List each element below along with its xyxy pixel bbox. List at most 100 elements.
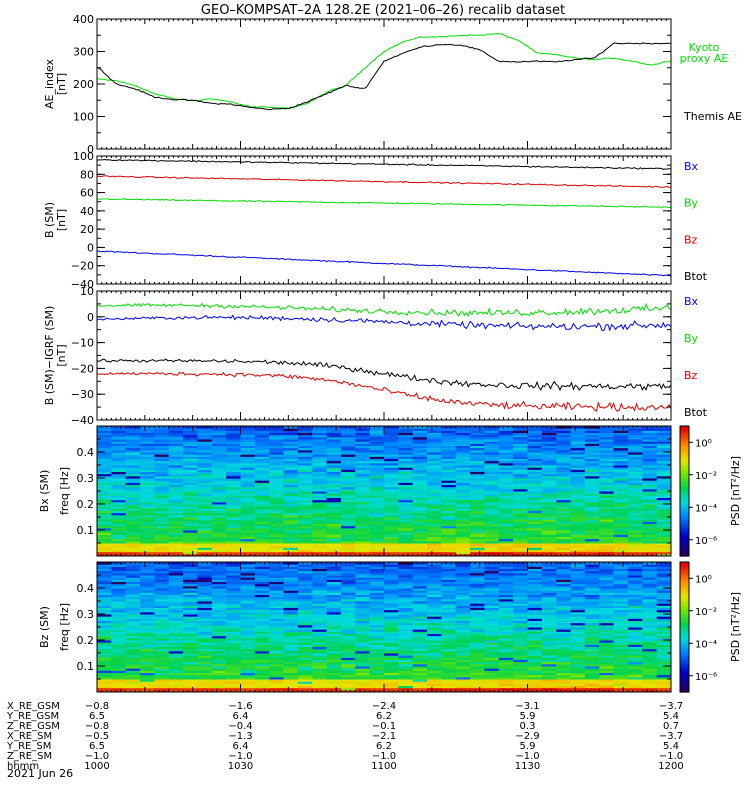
spectrogram-cell bbox=[140, 631, 155, 634]
spectrogram-cell bbox=[197, 581, 213, 585]
spectrogram-cell bbox=[240, 635, 256, 639]
spectrogram-cell bbox=[240, 432, 256, 436]
spectrogram-cell bbox=[369, 679, 385, 682]
series-line-bx bbox=[96, 250, 672, 277]
spectrogram-cell bbox=[111, 495, 127, 498]
spectrogram-cell bbox=[656, 523, 672, 527]
spectrogram-cell bbox=[183, 655, 198, 658]
spectrogram-cell bbox=[183, 510, 198, 514]
spectrogram-cell bbox=[398, 530, 414, 533]
spectrogram-cell bbox=[556, 497, 572, 501]
spectrogram-cell bbox=[599, 532, 615, 535]
spectrogram-cell bbox=[340, 506, 356, 509]
spectrogram-cell bbox=[283, 530, 299, 533]
spectrogram-cell bbox=[312, 609, 328, 613]
spectrogram-cell bbox=[384, 644, 399, 647]
spectrogram-cell bbox=[111, 568, 127, 572]
spectrogram-cell bbox=[584, 439, 600, 442]
spectrogram-cell bbox=[441, 519, 457, 522]
spectrogram-cell bbox=[140, 640, 155, 643]
spectrogram-cell bbox=[326, 452, 342, 455]
spectrogram-cell bbox=[326, 462, 342, 466]
spectrogram-cell bbox=[97, 668, 112, 671]
spectrogram-cell bbox=[168, 441, 184, 444]
colorbar-cell bbox=[680, 513, 689, 516]
spectrogram-cell bbox=[369, 687, 385, 691]
spectrogram-cell bbox=[312, 482, 328, 485]
spectrogram-cell bbox=[240, 426, 256, 429]
spectrogram-cell bbox=[398, 471, 414, 475]
spectrogram-cell bbox=[441, 469, 457, 472]
spectrogram-cell bbox=[513, 430, 528, 433]
spectrogram-cell bbox=[326, 439, 342, 442]
spectrogram-cell bbox=[283, 517, 299, 520]
spectrogram-cell bbox=[369, 635, 385, 639]
spectrogram-cell bbox=[283, 430, 299, 433]
spectrogram-cell bbox=[498, 549, 514, 553]
spectrogram-cell bbox=[283, 642, 299, 645]
spectrogram-cell bbox=[111, 579, 127, 582]
spectrogram-cell bbox=[97, 601, 112, 604]
spectrogram-cell bbox=[484, 430, 500, 433]
spectrogram-cell bbox=[211, 579, 227, 582]
spectrogram-cell bbox=[570, 467, 586, 470]
spectrogram-cell bbox=[197, 475, 213, 479]
spectrogram-cell bbox=[97, 633, 112, 637]
spectrogram-cell bbox=[427, 469, 442, 472]
spectrogram-cell bbox=[642, 536, 658, 540]
spectrogram-cell bbox=[283, 683, 299, 686]
spectrogram-cell bbox=[441, 430, 457, 433]
spectrogram-cell bbox=[484, 540, 500, 544]
spectrogram-cell bbox=[613, 536, 629, 540]
spectrogram-cell bbox=[140, 434, 155, 438]
spectrogram-cell bbox=[340, 575, 356, 578]
spectrogram-cell bbox=[369, 618, 385, 621]
spectrogram-cell bbox=[254, 538, 270, 542]
spectrogram-cell bbox=[211, 637, 227, 641]
spectrogram-cell bbox=[154, 659, 170, 663]
spectrogram-cell bbox=[369, 543, 385, 546]
spectrogram-cell bbox=[140, 475, 155, 479]
spectrogram-cell bbox=[613, 538, 629, 542]
spectrogram-cell bbox=[226, 611, 241, 615]
spectrogram-cell bbox=[125, 538, 141, 542]
spectrogram-cell bbox=[140, 521, 155, 524]
spectrogram-cell bbox=[613, 428, 629, 431]
spectrogram-cell bbox=[484, 465, 500, 468]
spectrogram-cell bbox=[226, 449, 241, 453]
spectrogram-cell bbox=[154, 501, 170, 505]
spectrogram-cell bbox=[140, 467, 155, 470]
spectrogram-cell bbox=[168, 685, 184, 689]
spectrogram-cell bbox=[355, 551, 371, 555]
spectrogram-cell bbox=[283, 670, 299, 673]
spectrogram-cell bbox=[384, 497, 399, 501]
colorbar-cell bbox=[680, 493, 689, 496]
spectrogram-cell bbox=[211, 445, 227, 449]
spectrogram-cell bbox=[240, 517, 256, 520]
spectrogram-cell bbox=[340, 661, 356, 665]
spectrogram-cell bbox=[441, 484, 457, 488]
spectrogram-cell bbox=[513, 460, 528, 464]
spectrogram-cell bbox=[584, 447, 600, 451]
spectrogram-cell bbox=[111, 614, 127, 617]
spectrogram-cell bbox=[197, 579, 213, 582]
spectrogram-cell bbox=[154, 568, 170, 572]
spectrogram-cell bbox=[369, 551, 385, 555]
spectrogram-cell bbox=[455, 475, 471, 479]
spectrogram-cell bbox=[398, 616, 414, 619]
spectrogram-cell bbox=[269, 648, 285, 652]
colorbar-cell bbox=[680, 460, 689, 464]
spectrogram-cell bbox=[111, 659, 127, 663]
spectrogram-cell bbox=[154, 577, 170, 580]
spectrogram-cell bbox=[240, 525, 256, 529]
spectrogram-cell bbox=[154, 532, 170, 535]
spectrogram-cell bbox=[527, 467, 543, 470]
spectrogram-cell bbox=[441, 549, 457, 553]
spectrogram-cell bbox=[642, 443, 658, 446]
spectrogram-cell bbox=[140, 596, 155, 600]
spectrogram-cell bbox=[384, 566, 399, 569]
spectrogram-cell bbox=[369, 598, 385, 602]
spectrogram-cell bbox=[656, 432, 672, 436]
spectrogram-cell bbox=[441, 488, 457, 492]
spectrogram-cell bbox=[254, 473, 270, 477]
